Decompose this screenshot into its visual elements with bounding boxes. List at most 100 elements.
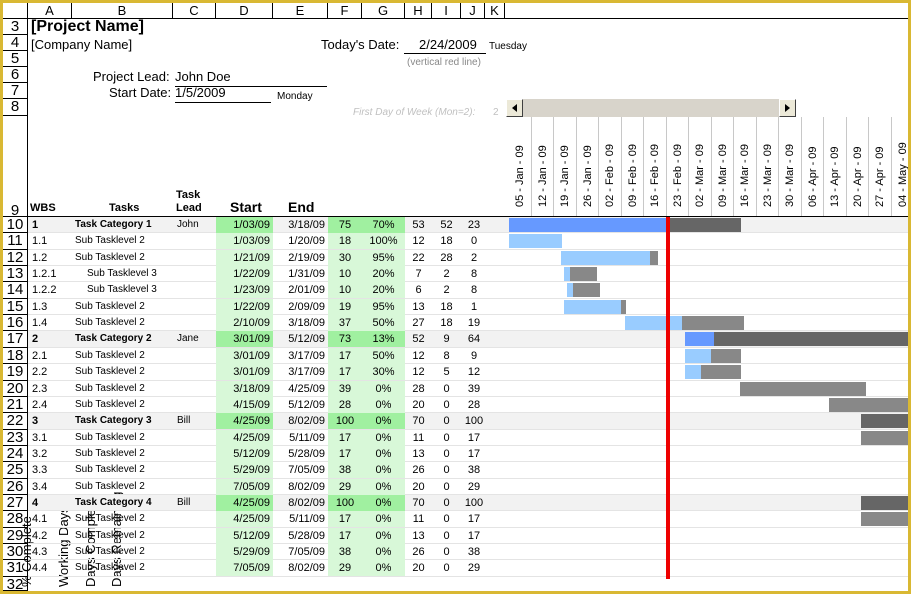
task-category-row[interactable]: 1 Task Category 1 John 1/03/09 3/18/09 75 70% 5… — [28, 217, 908, 233]
cell-start[interactable]: 3/01/09 — [216, 348, 273, 364]
cell-done[interactable]: 0 — [443, 562, 450, 574]
cell-dur[interactable]: 19 — [328, 299, 362, 315]
row-header-5[interactable]: 5 — [3, 51, 28, 67]
cell-name[interactable]: Sub Tasklevel 2 — [75, 562, 145, 573]
cell-done[interactable]: 9 — [443, 333, 450, 345]
cell-work[interactable]: 12 — [412, 366, 425, 378]
scroll-left-button[interactable] — [506, 99, 523, 117]
task-row[interactable]: 1.2.2 Sub Tasklevel 3 1/23/09 2/01/09 10 20% 6… — [28, 282, 908, 299]
cell-pct[interactable]: 0% — [362, 462, 405, 478]
cell-end[interactable]: 2/19/09 — [288, 252, 325, 264]
row-header-32[interactable]: 32 — [3, 577, 28, 591]
row-header-28[interactable]: 28 — [3, 511, 28, 528]
task-row[interactable]: 3.2 Sub Tasklevel 2 5/12/09 5/28/09 17 0% 13 0 1… — [28, 446, 908, 462]
cell-done[interactable]: 18 — [440, 301, 453, 313]
cell-dur[interactable]: 17 — [328, 528, 362, 544]
todays-date-value[interactable]: 2/24/2009 — [419, 37, 477, 52]
cell-wbs[interactable]: 4.4 — [32, 562, 48, 574]
cell-name[interactable]: Sub Tasklevel 2 — [75, 513, 145, 524]
task-row[interactable]: 1.3 Sub Tasklevel 2 1/22/09 2/09/09 19 95% 13 1… — [28, 299, 908, 315]
cell-name[interactable]: Sub Tasklevel 2 — [75, 383, 145, 394]
cell-dur[interactable]: 38 — [328, 544, 362, 560]
cell-rem[interactable]: 8 — [470, 268, 478, 280]
project-name[interactable]: [Project Name] — [31, 18, 144, 35]
cell-wbs[interactable]: 3.3 — [32, 464, 48, 476]
column-header-f[interactable]: F — [328, 3, 362, 18]
company-name[interactable]: [Company Name] — [31, 37, 133, 52]
cell-start[interactable]: 3/01/09 — [216, 331, 273, 347]
row-header-16[interactable]: 16 — [3, 315, 28, 331]
cell-lead[interactable] — [175, 544, 215, 560]
cell-rem[interactable]: 38 — [467, 464, 481, 476]
cell-work[interactable]: 7 — [415, 268, 422, 280]
cell-work[interactable]: 28 — [412, 383, 425, 395]
cell-wbs[interactable]: 1.2.2 — [32, 284, 57, 296]
cell-dur[interactable]: 17 — [328, 364, 362, 380]
cell-done[interactable]: 52 — [440, 219, 453, 231]
cell-lead[interactable]: John — [177, 219, 199, 230]
cell-rem[interactable]: 17 — [467, 432, 481, 444]
task-category-row[interactable]: 2 Task Category 2 Jane 3/01/09 5/12/09 73 13% 5… — [28, 331, 908, 348]
cell-dur[interactable]: 29 — [328, 479, 362, 495]
project-lead-value[interactable]: John Doe — [175, 69, 231, 84]
cell-pct[interactable]: 20% — [362, 266, 405, 282]
timeline-scrollbar[interactable] — [506, 99, 796, 117]
task-row[interactable]: 3.4 Sub Tasklevel 2 7/05/09 8/02/09 29 0% 20 0 2… — [28, 479, 908, 495]
cell-end[interactable]: 5/12/09 — [288, 399, 325, 411]
cell-name[interactable]: Sub Tasklevel 2 — [75, 464, 145, 475]
cell-rem[interactable]: 100 — [464, 497, 484, 509]
cell-work[interactable]: 26 — [412, 464, 425, 476]
cell-dur[interactable]: 10 — [328, 266, 362, 282]
cell-start[interactable]: 4/25/09 — [216, 511, 273, 527]
cell-lead[interactable] — [175, 397, 215, 413]
cell-rem[interactable]: 9 — [470, 350, 478, 362]
cell-end[interactable]: 5/12/09 — [288, 333, 325, 345]
column-header-c[interactable]: C — [173, 3, 216, 18]
cell-name[interactable]: Task Category 3 — [75, 415, 152, 426]
cell-wbs[interactable]: 1.4 — [32, 317, 48, 329]
cell-start[interactable]: 7/05/09 — [216, 560, 273, 576]
cell-pct[interactable]: 0% — [362, 528, 405, 544]
cell-work[interactable]: 12 — [412, 350, 425, 362]
cell-lead[interactable]: Jane — [177, 333, 199, 344]
cell-work[interactable]: 11 — [412, 513, 425, 525]
row-header-21[interactable]: 21 — [3, 397, 28, 413]
row-header-26[interactable]: 26 — [3, 479, 28, 495]
cell-lead[interactable] — [175, 479, 215, 495]
cell-wbs[interactable]: 2.1 — [32, 350, 48, 362]
cell-work[interactable]: 20 — [412, 399, 425, 411]
cell-done[interactable]: 0 — [443, 497, 450, 509]
cell-name[interactable]: Sub Tasklevel 3 — [87, 284, 157, 295]
cell-rem[interactable]: 19 — [467, 317, 481, 329]
cell-end[interactable]: 5/28/09 — [288, 448, 325, 460]
cell-pct[interactable]: 0% — [362, 397, 405, 413]
cell-start[interactable]: 1/22/09 — [216, 299, 273, 315]
cell-wbs[interactable]: 2.2 — [32, 366, 48, 378]
cell-start[interactable]: 1/22/09 — [216, 266, 273, 282]
task-row[interactable]: 4.4 Sub Tasklevel 2 7/05/09 8/02/09 29 0% 20 0 2… — [28, 560, 908, 577]
cell-name[interactable]: Sub Tasklevel 2 — [75, 366, 145, 377]
cell-done[interactable]: 18 — [440, 317, 453, 329]
cell-work[interactable]: 20 — [412, 481, 425, 493]
cell-end[interactable]: 8/02/09 — [288, 497, 325, 509]
task-category-row[interactable]: 3 Task Category 3 Bill 4/25/09 8/02/09 100 0% 7… — [28, 413, 908, 430]
cell-end[interactable]: 7/05/09 — [288, 464, 325, 476]
cell-wbs[interactable]: 1.1 — [32, 235, 48, 247]
task-row[interactable]: 2.3 Sub Tasklevel 2 3/18/09 4/25/09 39 0% 28 0 3… — [28, 381, 908, 397]
cell-lead[interactable] — [175, 511, 215, 527]
cell-start[interactable]: 5/12/09 — [216, 446, 273, 462]
row-header-20[interactable]: 20 — [3, 381, 28, 397]
row-header-18[interactable]: 18 — [3, 348, 28, 364]
cell-end[interactable]: 5/28/09 — [288, 530, 325, 542]
cell-wbs[interactable]: 2 — [32, 333, 39, 345]
cell-done[interactable]: 0 — [443, 464, 450, 476]
cell-done[interactable]: 0 — [443, 448, 450, 460]
cell-dur[interactable]: 30 — [328, 250, 362, 266]
cell-start[interactable]: 1/03/09 — [216, 217, 273, 233]
cell-done[interactable]: 5 — [443, 366, 450, 378]
cell-rem[interactable]: 100 — [464, 415, 484, 427]
cell-start[interactable]: 1/23/09 — [216, 282, 273, 298]
cell-done[interactable]: 0 — [443, 513, 450, 525]
cell-wbs[interactable]: 4.3 — [32, 546, 48, 558]
cell-lead[interactable] — [175, 348, 215, 364]
